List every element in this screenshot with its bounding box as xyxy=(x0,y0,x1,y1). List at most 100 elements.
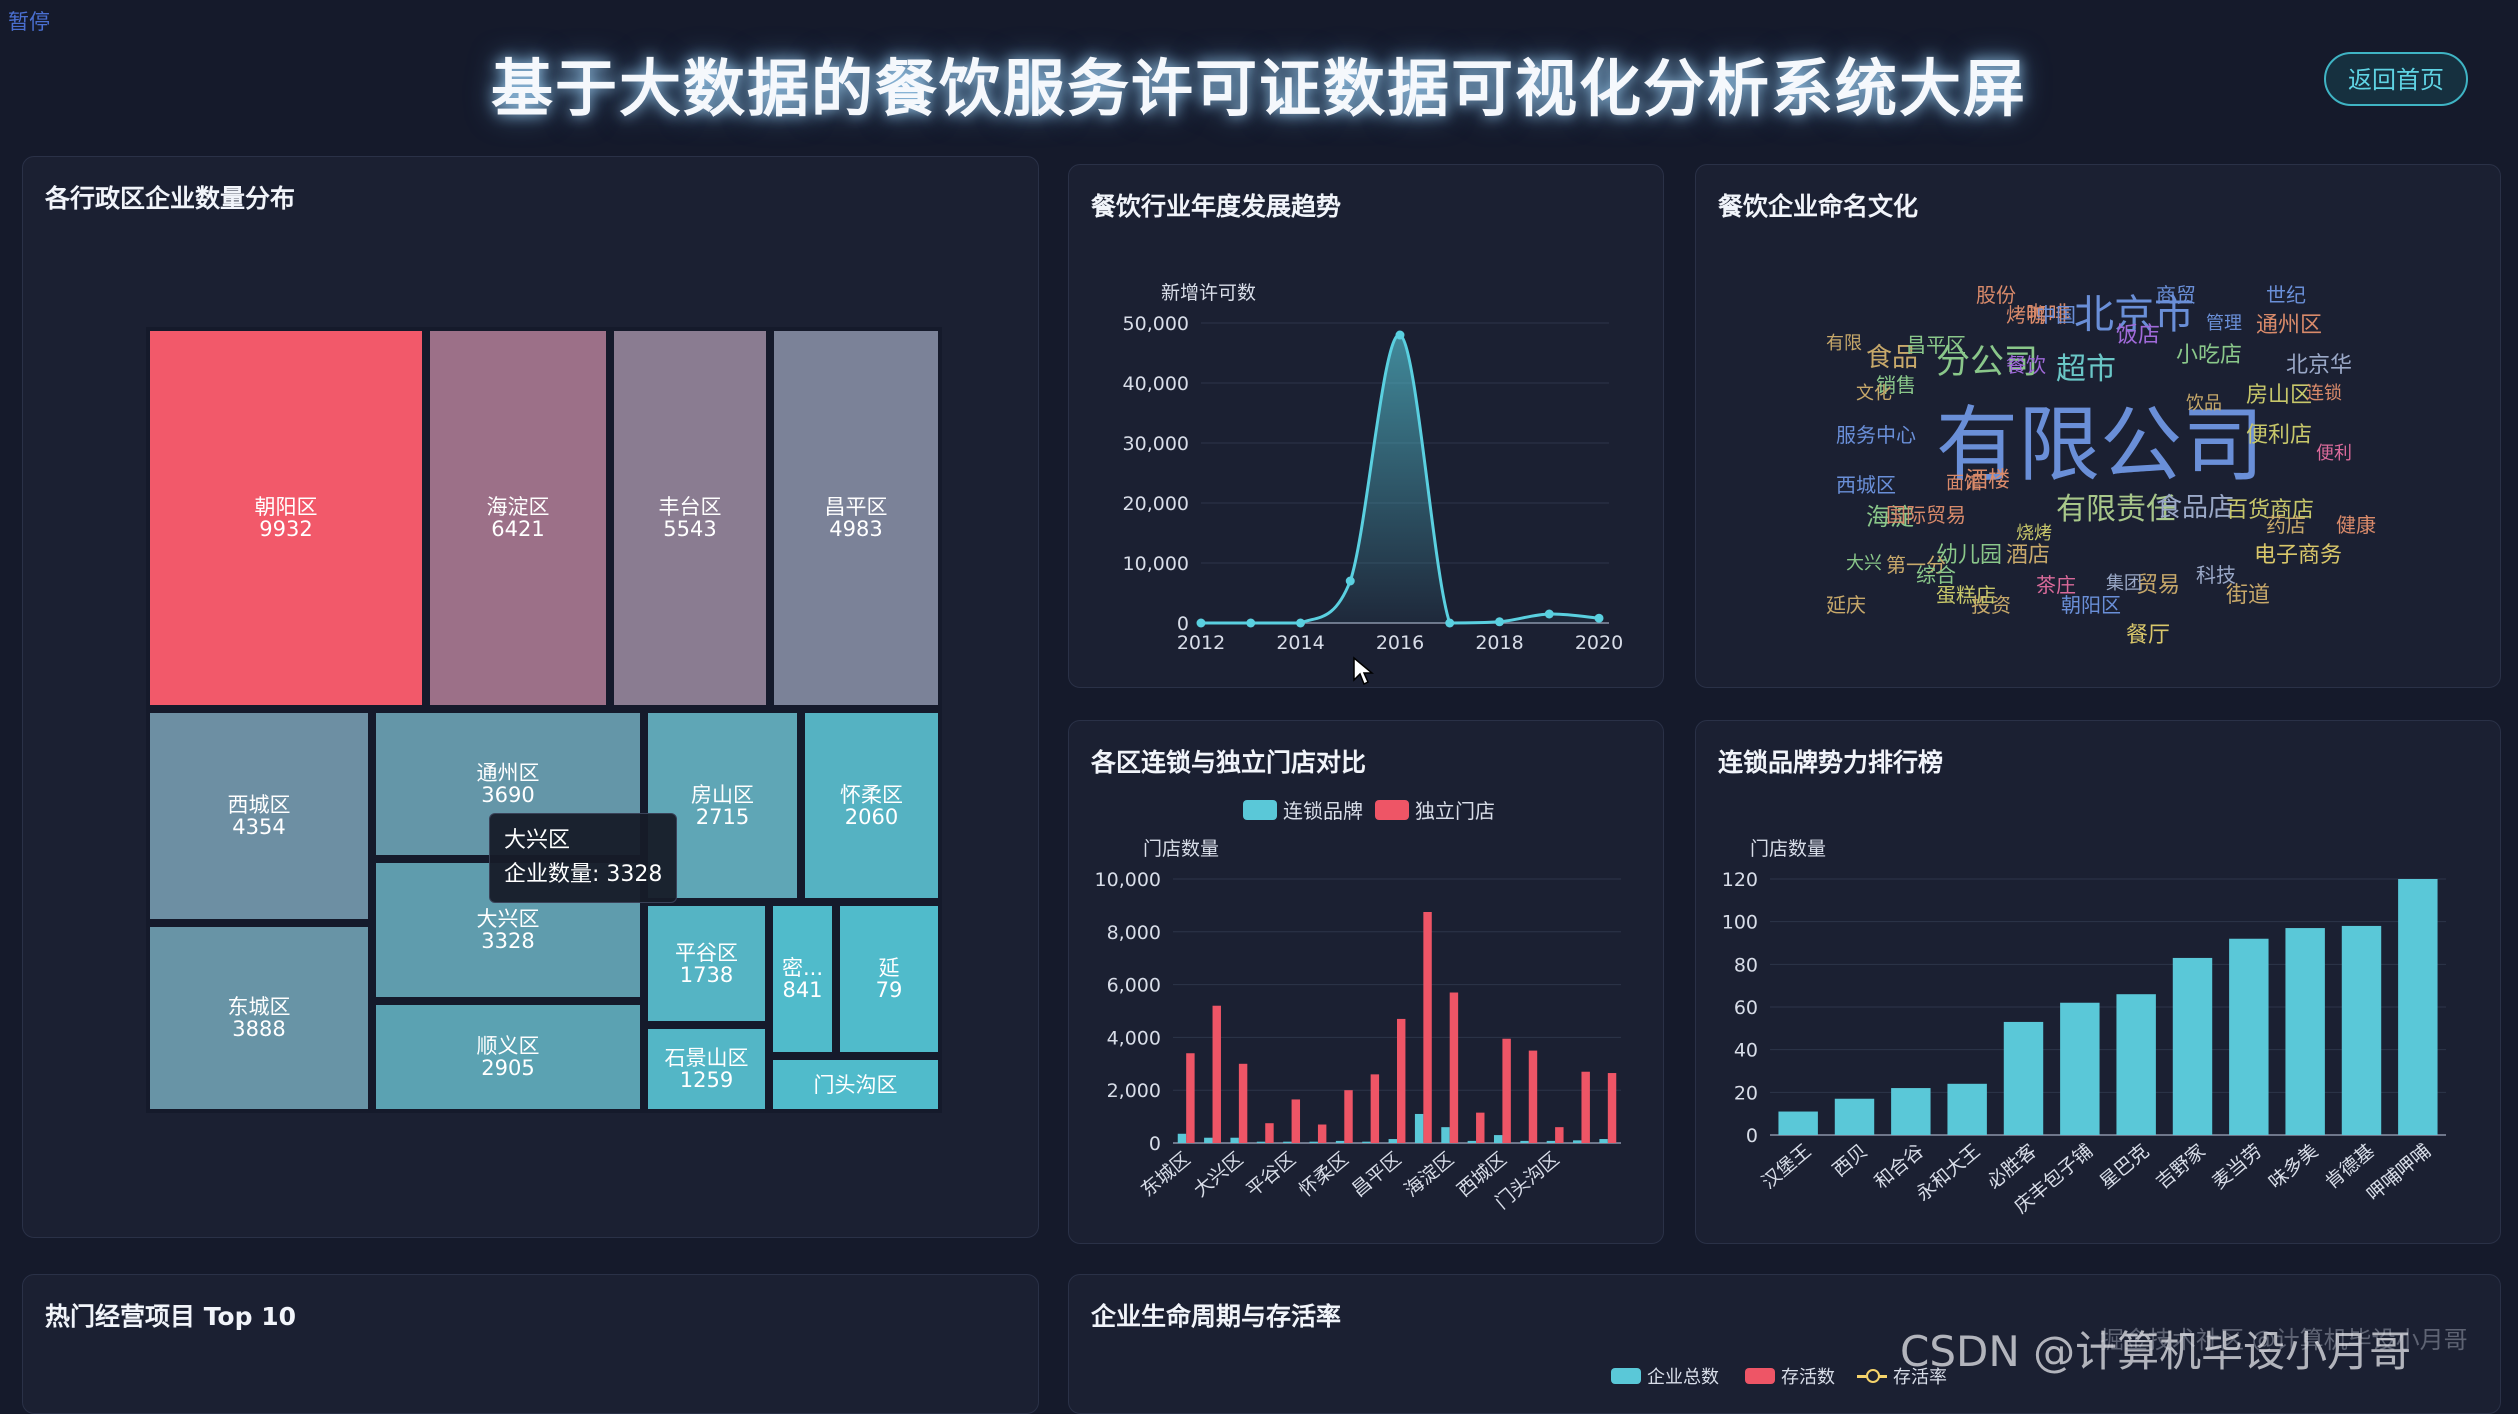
word-cloud-word: 面馆 xyxy=(1946,473,1982,494)
legend-alive[interactable]: 存活数 xyxy=(1745,1363,1835,1389)
word-cloud-word: 咖啡 xyxy=(2026,303,2071,328)
treemap-cell[interactable]: 东城区 3888 xyxy=(146,923,372,1113)
treemap-cell[interactable]: 海淀区 6421 xyxy=(426,327,610,709)
word-cloud-word: 电子商务 xyxy=(2254,543,2343,568)
word-cloud-word: 餐饮 xyxy=(2006,353,2046,377)
chain-bar xyxy=(1370,1074,1380,1143)
chain-bar xyxy=(1265,1123,1274,1143)
chain-bar xyxy=(1212,1005,1221,1143)
chain-bar xyxy=(1441,1127,1450,1143)
treemap-cell[interactable]: 昌平区 4983 xyxy=(770,327,942,709)
wordcloud-title: 餐饮企业命名文化 xyxy=(1718,192,1919,221)
word-cloud-word: 百货商店 xyxy=(2226,498,2315,523)
chain-bar xyxy=(1397,1018,1406,1143)
home-button[interactable]: 返回首页 xyxy=(2324,52,2468,106)
word-cloud-word: 食品 xyxy=(1866,343,1919,373)
treemap-cell[interactable]: 平谷区 1738 xyxy=(644,902,769,1025)
word-cloud-word: 小吃店 xyxy=(2176,343,2243,368)
wordcloud-panel: 餐饮企业命名文化 有限公司 北京市 分公司 有限责任 食品店 百货商店 超市 餐厅 海淀 食品 便利… xyxy=(1695,164,2501,688)
legend-independent-swatch xyxy=(1375,799,1409,820)
legend-independent[interactable]: 独立门店 xyxy=(1375,795,1495,824)
word-cloud-word: 便利店 xyxy=(2246,423,2313,448)
treemap-cell-name: 延 xyxy=(878,956,900,980)
treemap-cell[interactable]: 怀柔区 2060 xyxy=(801,709,942,902)
treemap-cell[interactable]: 密... 841 xyxy=(769,902,836,1056)
mouse-cursor-icon xyxy=(1353,656,1374,686)
treemap-cell[interactable]: 延 79 xyxy=(836,902,942,1056)
chain-bar xyxy=(1388,1139,1397,1143)
legend-total-swatch xyxy=(1611,1368,1641,1384)
treemap-cell[interactable]: 顺义区 2905 xyxy=(372,1001,644,1113)
brand-bar xyxy=(2003,1021,2044,1135)
word-cloud-word: 餐厅 xyxy=(2126,623,2171,648)
treemap-tooltip: 大兴区 企业数量: 3328 xyxy=(489,813,678,903)
word-cloud-word: 北京华 xyxy=(2286,353,2353,378)
word-cloud-word: 大兴 xyxy=(1846,553,1882,574)
brand-panel: 连锁品牌势力排行榜 门店数量 120 100 80 60 40 20 0 汉堡王 西贝 和合谷 永和大… xyxy=(1695,720,2501,1244)
chain-bar xyxy=(1238,1063,1248,1143)
legend-rate[interactable]: 存活率 xyxy=(1857,1363,1947,1389)
treemap-panel: 各行政区企业数量分布 朝阳区 9932 海淀区 6421 丰台区 5543 昌平区 4983 西… xyxy=(22,156,1039,1238)
treemap-cell[interactable]: 丰台区 5543 xyxy=(610,327,770,709)
word-cloud-word: 销售 xyxy=(1876,373,1916,397)
y-tick-label: 0 xyxy=(1177,613,1189,635)
treemap-cell-name: 门头沟区 xyxy=(813,1072,898,1097)
treemap-cell-value: 2905 xyxy=(481,1056,535,1080)
x-tick-label: 呷哺呷哺 xyxy=(2363,1140,2435,1206)
word-cloud-word: 国际贸易 xyxy=(1886,503,1966,527)
word-cloud-word: 投资 xyxy=(1971,593,2011,617)
y-tick-label: 4,000 xyxy=(1107,1027,1161,1049)
x-tick-label: 星巴克 xyxy=(2096,1140,2154,1194)
word-cloud-word: 有限责任 xyxy=(2056,492,2176,527)
word-cloud-word: 烤鸭 xyxy=(2006,303,2046,327)
trend-panel: 餐饮行业年度发展趋势 新增许可数 50,000 40,000 30,000 20,000… xyxy=(1068,164,1664,688)
x-tick-label: 平谷区 xyxy=(1242,1148,1300,1202)
x-tick-label: 2020 xyxy=(1575,632,1623,654)
treemap-cell-name: 海淀区 xyxy=(486,495,550,519)
page-title: 基于大数据的餐饮服务许可证数据可视化分析系统大屏 xyxy=(490,52,2027,125)
chain-bar xyxy=(1520,1140,1529,1143)
pause-label[interactable]: 暂停 xyxy=(8,10,50,34)
y-tick-label: 40,000 xyxy=(1123,373,1189,395)
chain-bar xyxy=(1186,1053,1195,1143)
word-cloud-word: 超市 xyxy=(2056,352,2116,387)
x-tick-label: 西贝 xyxy=(1829,1140,1872,1181)
treemap-cell-name: 丰台区 xyxy=(658,495,722,519)
top10-panel: 热门经营项目 Top 10 xyxy=(22,1274,1039,1414)
word-cloud-word: 有限公司 xyxy=(1936,398,2265,493)
x-tick-label: 2016 xyxy=(1376,632,1424,654)
watermark: CSDN @计算机毕设小月哥 xyxy=(1900,1327,2412,1376)
word-cloud-word: 便利 xyxy=(2316,443,2352,464)
trend-area xyxy=(1201,334,1599,623)
word-cloud-word: 房山区 xyxy=(2246,383,2313,408)
y-tick-label: 100 xyxy=(1722,912,1758,934)
chain-bar xyxy=(1607,1073,1617,1143)
word-cloud-word: 科技 xyxy=(2196,563,2236,587)
word-cloud-word: 昌平区 xyxy=(1906,333,1966,357)
x-tick-label: 昌平区 xyxy=(1348,1148,1406,1202)
treemap-cell-value: 9932 xyxy=(259,517,313,541)
trend-point xyxy=(1544,609,1554,619)
treemap-cell-name: 通州区 xyxy=(476,761,540,785)
x-tick-label: 麦当劳 xyxy=(2208,1140,2266,1194)
chain-bar xyxy=(1317,1124,1327,1143)
legend-alive-label: 存活数 xyxy=(1781,1367,1835,1388)
top10-title: 热门经营项目 Top 10 xyxy=(45,1302,297,1331)
brand-bar xyxy=(2229,938,2269,1135)
treemap-cell[interactable]: 门头沟区 xyxy=(769,1056,942,1113)
trend-title: 餐饮行业年度发展趋势 xyxy=(1091,192,1342,221)
legend-total-label: 企业总数 xyxy=(1647,1367,1719,1388)
treemap-cell[interactable]: 石景山区 1259 xyxy=(644,1025,769,1113)
legend-total[interactable]: 企业总数 xyxy=(1611,1363,1719,1389)
y-tick-label: 0 xyxy=(1149,1133,1161,1155)
treemap-cell[interactable]: 西城区 4354 xyxy=(146,709,372,923)
x-tick-label: 2012 xyxy=(1177,632,1225,654)
legend-chain-label: 连锁品牌 xyxy=(1283,799,1363,823)
word-cloud-word: 服务中心 xyxy=(1836,423,1916,447)
treemap-cell[interactable]: 朝阳区 9932 xyxy=(146,327,426,709)
y-tick-label: 60 xyxy=(1734,997,1758,1019)
word-cloud-word: 延庆 xyxy=(1826,593,1866,617)
legend-chain[interactable]: 连锁品牌 xyxy=(1243,795,1363,824)
y-tick-label: 6,000 xyxy=(1107,975,1161,997)
legend-chain-swatch xyxy=(1243,799,1277,820)
